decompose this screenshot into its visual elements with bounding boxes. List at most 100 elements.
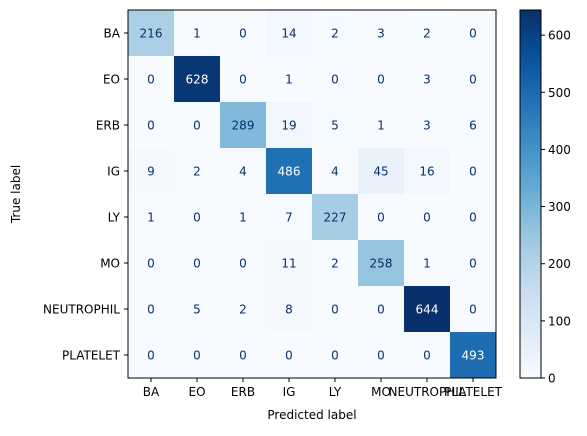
cell-value-label: 0 — [331, 303, 339, 317]
heatmap-cell — [358, 286, 405, 333]
cell-value-label: 11 — [281, 257, 296, 271]
cell-value-label: 0 — [285, 349, 293, 363]
x-tick-label: LY — [329, 385, 342, 399]
cell-value-label: 3 — [377, 27, 385, 41]
cell-value-label: 2 — [423, 27, 431, 41]
heatmap-cell — [128, 10, 175, 57]
heatmap-cell — [358, 194, 405, 241]
cell-value-label: 5 — [193, 303, 201, 317]
cell-value-label: 1 — [377, 119, 385, 133]
heatmap-cell — [404, 240, 451, 287]
cell-value-label: 1 — [147, 211, 155, 225]
cell-value-label: 0 — [331, 349, 339, 363]
x-tick-label: MO — [371, 385, 391, 399]
cell-value-label: 0 — [147, 73, 155, 87]
cell-value-label: 16 — [419, 165, 434, 179]
cell-value-label: 0 — [147, 349, 155, 363]
heatmap-cell — [404, 194, 451, 241]
x-tick-label: ERB — [231, 385, 255, 399]
heatmap-cell — [220, 10, 267, 57]
cell-value-label: 1 — [239, 211, 247, 225]
y-tick-label: EO — [103, 73, 120, 87]
heatmap-cell — [450, 240, 497, 287]
heatmap-cell — [404, 148, 451, 195]
cell-value-label: 0 — [193, 349, 201, 363]
cell-value-label: 14 — [281, 27, 296, 41]
heatmap-cell — [358, 56, 405, 103]
colorbar-tick-label: 500 — [548, 86, 571, 100]
heatmap-cell — [128, 102, 175, 149]
cell-value-label: 4 — [239, 165, 247, 179]
colorbar-tick-label: 100 — [548, 314, 571, 328]
heatmap-cell — [174, 332, 221, 379]
heatmap-cells: 216 1 0 14 2 3 2 00 628 0 1 0 0 3 00 0 289 19 5 1 3 69 2 4 486 4 4… — [128, 10, 497, 379]
heatmap-cell — [404, 332, 451, 379]
heatmap-cell — [128, 240, 175, 287]
heatmap-cell — [128, 286, 175, 333]
heatmap-cell — [358, 240, 405, 287]
cell-value-label: 0 — [469, 257, 477, 271]
heatmap-cell — [450, 286, 497, 333]
heatmap-cell — [450, 148, 497, 195]
x-tick-label: BA — [143, 385, 160, 399]
heatmap-cell — [312, 10, 359, 57]
cell-value-label: 0 — [331, 73, 339, 87]
heatmap-cell — [450, 56, 497, 103]
cell-value-label: 0 — [193, 211, 201, 225]
y-tick-label: ERB — [96, 119, 120, 133]
cell-value-label: 0 — [193, 119, 201, 133]
heatmap-cell — [266, 148, 313, 195]
heatmap-cell — [358, 332, 405, 379]
colorbar — [519, 9, 542, 379]
heatmap-cell — [220, 102, 267, 149]
heatmap-cell — [450, 332, 497, 379]
cell-value-label: 227 — [324, 211, 347, 225]
heatmap-cell — [174, 286, 221, 333]
heatmap-cell — [266, 102, 313, 149]
heatmap-cell — [220, 240, 267, 287]
cell-value-label: 0 — [377, 303, 385, 317]
cell-value-label: 2 — [239, 303, 247, 317]
cell-value-label: 19 — [281, 119, 296, 133]
heatmap-cell — [450, 102, 497, 149]
y-tick-labels: BA EO ERB IG LY MO NEUTROPHIL PLATELET — [43, 27, 128, 363]
cell-value-label: 0 — [239, 257, 247, 271]
cell-value-label: 6 — [469, 119, 477, 133]
x-tick-label: IG — [283, 385, 296, 399]
heatmap-cell — [404, 286, 451, 333]
cell-value-label: 0 — [469, 165, 477, 179]
colorbar-tick-label: 400 — [548, 143, 571, 157]
y-tick-label: PLATELET — [62, 349, 121, 363]
colorbar-tick-label: 0 — [548, 372, 556, 386]
heatmap-cell — [266, 194, 313, 241]
cell-value-label: 8 — [285, 303, 293, 317]
x-tick-label: PLATELET — [444, 385, 503, 399]
heatmap-cell — [220, 194, 267, 241]
cell-value-label: 0 — [469, 211, 477, 225]
cell-value-label: 216 — [140, 27, 163, 41]
cell-value-label: 0 — [423, 349, 431, 363]
colorbar-tick-label: 200 — [548, 257, 571, 271]
x-tick-label: NEUTROPHIL — [389, 385, 466, 399]
heatmap-cell — [174, 240, 221, 287]
heatmap-cell — [220, 148, 267, 195]
heatmap-cell — [312, 240, 359, 287]
colorbar-ticks: 0 100 200 300 400 500 600 — [541, 29, 571, 386]
cell-value-label: 0 — [239, 349, 247, 363]
cell-value-label: 3 — [423, 119, 431, 133]
heatmap-cell — [358, 102, 405, 149]
cell-value-label: 0 — [377, 73, 385, 87]
heatmap-cell — [220, 56, 267, 103]
y-tick-label: LY — [108, 211, 121, 225]
heatmap-cell — [174, 148, 221, 195]
heatmap-cell — [266, 10, 313, 57]
heatmap-cell — [404, 10, 451, 57]
cell-value-label: 2 — [331, 257, 339, 271]
cell-value-label: 1 — [193, 27, 201, 41]
heatmap-cell — [450, 194, 497, 241]
heatmap-cell — [312, 286, 359, 333]
cell-value-label: 1 — [423, 257, 431, 271]
heatmap-cell — [220, 332, 267, 379]
